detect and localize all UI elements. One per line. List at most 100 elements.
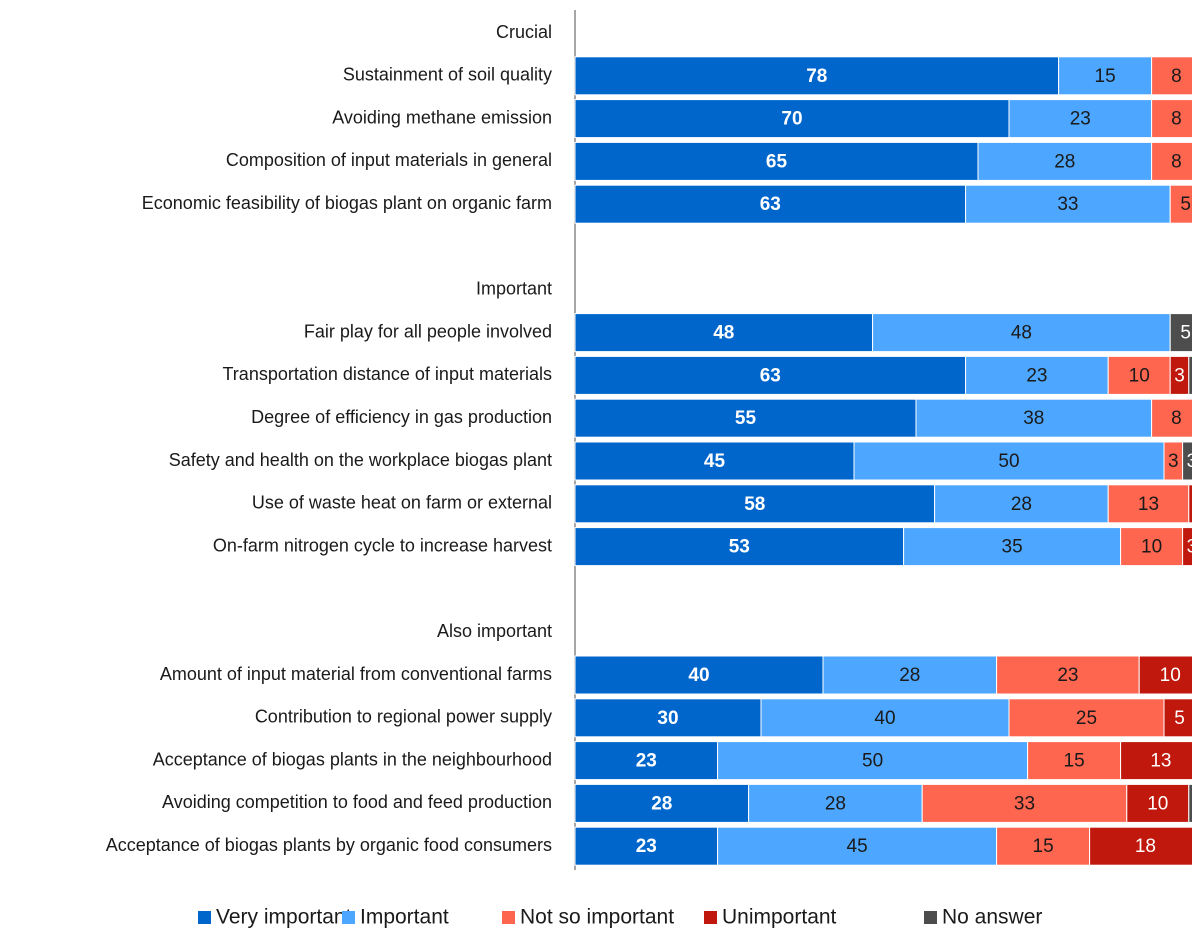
bar-segment (1188, 355, 1192, 395)
data-label: 15 (1095, 66, 1116, 87)
data-label: 63 (760, 194, 781, 215)
bar-segment (574, 441, 855, 481)
category-label: Acceptance of biogas plants by organic f… (106, 835, 552, 855)
data-label: 18 (1135, 836, 1156, 857)
bar-segment (1151, 398, 1192, 438)
category-label: Contribution to regional power supply (255, 707, 552, 727)
category-label: Fair play for all people involved (304, 321, 552, 341)
bar-segment (1107, 355, 1171, 395)
data-label: 55 (735, 408, 757, 429)
bar-segment (1188, 484, 1192, 524)
bar-segment (822, 655, 998, 695)
data-label: 10 (1129, 365, 1150, 386)
data-label: 5 (1180, 323, 1191, 344)
data-label: 50 (862, 751, 883, 772)
data-label: 3 (1187, 451, 1192, 472)
legend-label: Important (360, 906, 449, 929)
bar-segment (574, 141, 979, 181)
bar-segment (574, 99, 1010, 139)
bar-segment (915, 398, 1153, 438)
data-label: 48 (1011, 323, 1032, 344)
data-label: 23 (636, 836, 657, 857)
legend-swatch (342, 911, 355, 924)
category-label: Use of waste heat on farm or external (252, 493, 552, 513)
data-label: 5 (1180, 194, 1191, 215)
bar-segment (1169, 313, 1192, 353)
bar-segment (1151, 56, 1192, 96)
data-label: 45 (847, 836, 868, 857)
bar-segment (1151, 99, 1192, 139)
data-label: 28 (651, 793, 672, 814)
data-label: 28 (825, 793, 846, 814)
data-label: 23 (1070, 109, 1091, 130)
bar-segment (1120, 527, 1184, 567)
data-label: 10 (1160, 665, 1181, 686)
bar-segment (717, 826, 998, 866)
data-label: 8 (1171, 408, 1182, 429)
data-label: 13 (1138, 494, 1159, 515)
data-label: 58 (744, 494, 765, 515)
data-label: 28 (1011, 494, 1032, 515)
category-label: Composition of input materials in genera… (226, 150, 552, 170)
category-label: Important (476, 279, 552, 299)
bar-segment (760, 698, 1010, 738)
bar-segment (574, 398, 917, 438)
bar-segment (574, 355, 967, 395)
data-label: 10 (1147, 793, 1168, 814)
category-label: Degree of efficiency in gas production (251, 407, 552, 427)
data-label: 33 (1057, 194, 1078, 215)
bar-segment (1151, 141, 1192, 181)
bar-segment (574, 698, 762, 738)
legend-swatch (704, 911, 717, 924)
bar-segment (1107, 484, 1190, 524)
data-label: 10 (1141, 537, 1162, 558)
data-label: 28 (899, 665, 920, 686)
category-label: Economic feasibility of biogas plant on … (142, 193, 552, 213)
bar-segment (1058, 56, 1153, 96)
bar-segment (853, 441, 1165, 481)
legend-label: Not so important (520, 906, 674, 929)
data-label: 25 (1076, 708, 1097, 729)
bar-segment (717, 741, 1029, 781)
legend-swatch (924, 911, 937, 924)
data-label: 40 (688, 665, 709, 686)
category-label: Avoiding competition to food and feed pr… (162, 792, 552, 812)
data-label: 38 (1023, 408, 1044, 429)
category-label: Safety and health on the workplace bioga… (169, 450, 552, 470)
legend-label: Very important (216, 906, 352, 929)
data-label: 48 (713, 323, 734, 344)
data-label: 63 (760, 365, 781, 386)
bar-segment (1027, 741, 1122, 781)
data-label: 40 (874, 708, 895, 729)
category-label: Acceptance of biogas plants in the neigh… (153, 749, 552, 769)
data-label: 15 (1033, 836, 1054, 857)
data-label: 23 (1057, 665, 1078, 686)
legend-swatch (198, 911, 211, 924)
bar-segment (574, 741, 719, 781)
bar-segment (574, 313, 874, 353)
bar-segment (1188, 783, 1192, 823)
data-label: 45 (704, 451, 726, 472)
bar-segment (1008, 698, 1165, 738)
bar-segment (574, 826, 719, 866)
bar-segment (965, 355, 1109, 395)
legend-swatch (502, 911, 515, 924)
bar-segment (977, 141, 1153, 181)
data-label: 23 (1026, 365, 1047, 386)
data-label: 35 (1002, 537, 1023, 558)
data-label: 53 (729, 537, 750, 558)
bar-segment (903, 527, 1122, 567)
legend-label: Unimportant (722, 906, 837, 929)
data-label: 13 (1150, 751, 1171, 772)
bar-segment (574, 484, 936, 524)
bar-segment (996, 655, 1140, 695)
data-label: 65 (766, 151, 788, 172)
data-label: 8 (1171, 109, 1182, 130)
category-label: On-farm nitrogen cycle to increase harve… (213, 535, 552, 555)
data-label: 78 (806, 66, 827, 87)
data-label: 70 (781, 109, 802, 130)
bar-segment (1163, 698, 1192, 738)
category-label: Crucial (496, 22, 552, 42)
data-label: 3 (1174, 365, 1185, 386)
